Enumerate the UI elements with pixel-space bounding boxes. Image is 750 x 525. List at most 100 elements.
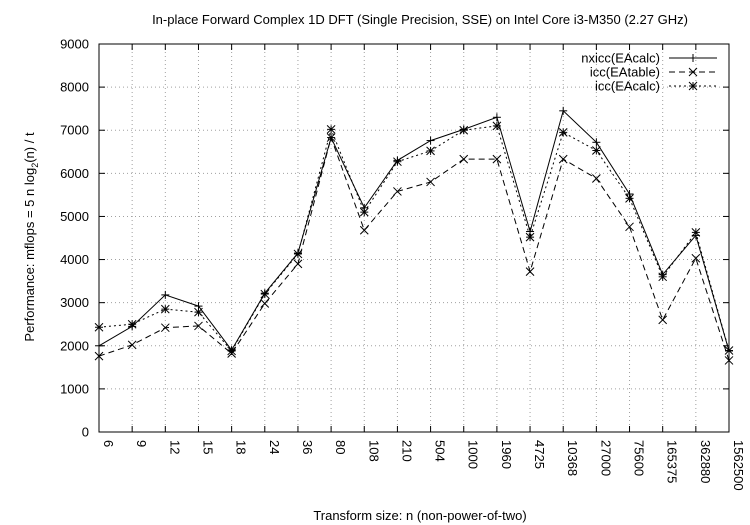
series-2-line [98,135,730,361]
legend: nxicc(EAcalc)icc(EAtable)icc(EAcalc) [581,51,717,94]
legend-swatch-marker-d2 [688,67,698,77]
series-2-point [127,340,137,350]
series-3-point-d2 [525,232,535,242]
series-2-point [160,323,170,333]
series-2-point [293,259,303,269]
legend-label: icc(EAcalc) [595,79,660,94]
series-1-point [592,138,601,147]
plot-series [94,106,734,365]
series-3-point-d2 [459,125,469,135]
series-2-point-d2 [658,315,668,325]
series-3-point-d2 [260,289,270,299]
series-2-point-d2 [592,174,601,183]
legend-swatch-marker [688,81,698,91]
y-tick-label: 5000 [60,209,89,224]
series-2-point [426,177,435,187]
series-2-point [558,154,568,164]
y-tick-label: 7000 [60,123,89,138]
x-tick-label: 165375 [665,440,680,483]
series-2-point [260,299,270,308]
y-tick-label: 2000 [60,338,89,353]
series-3-point-d2 [194,307,203,317]
series-1-line [98,109,730,352]
y-tick-label: 3000 [60,295,89,310]
series-3 [94,121,734,356]
y-axis-label-subscript: 2 [30,163,40,168]
series-2-point-d2 [293,259,303,269]
series-2-point-d2 [459,154,469,164]
x-tick-label: 504 [433,440,448,462]
series-2-point-d2 [525,267,535,276]
x-tick-labels: 6 9 12 15 18 24 36 80 108 210 504 1000 1960 4725 10368… [101,440,746,491]
series-3-point-d2 [326,125,336,134]
x-tick-label: 362880 [698,440,713,483]
series-2-point [393,187,402,196]
series-2-point-d2 [691,253,701,263]
series-2-point-d2 [558,154,568,164]
legend-swatch-marker [688,67,698,77]
series-3-point [558,128,568,137]
x-tick-label: 24 [267,440,282,454]
series-1-point [559,106,568,115]
x-tick-label: 10368 [565,440,580,476]
series-3-point [127,319,137,329]
legend-swatch-marker-d2 [688,81,698,91]
series-2-point [625,222,634,232]
series-3-point [393,157,402,167]
series-1-point [161,290,170,299]
series-2-point [492,154,502,164]
series-2-point-d2 [260,299,270,308]
x-tick-label: 108 [366,440,381,462]
series-2-point-d2 [393,187,402,196]
x-tick-label: 1000 [466,440,481,469]
series-3-point [293,249,303,259]
x-tick-label: 9 [134,440,149,447]
legend-label: icc(EAtable) [590,65,660,80]
y-tick-label: 0 [82,425,89,440]
series-3-point-d2 [558,128,568,137]
series-3-point-d2 [426,146,435,156]
y-tick-label: 9000 [60,37,89,52]
x-tick-label: 27000 [598,440,613,476]
series-2-point-d2 [160,323,170,333]
series-3-point-d2 [592,146,601,155]
y-tick-label: 1000 [60,381,89,396]
series-3-point [459,125,469,135]
series-2-point-d2 [359,225,369,235]
series-2-point [691,253,701,263]
series-2-point [459,154,469,164]
x-tick-label: 6 [101,440,116,447]
y-axis-label-main: Performance: mflops = 5 n log [22,168,37,342]
series-1-point [426,136,435,145]
series-3-point-d2 [492,121,502,131]
x-tick-label: 12 [167,440,182,454]
series-3-point [592,146,601,155]
series-3-point-d2 [293,249,303,259]
series-2-point [525,267,535,276]
x-tick-label: 80 [333,440,348,454]
x-tick-label: 36 [300,440,315,454]
series-2-point [658,315,668,325]
series-1 [95,106,733,355]
series-2-point-d2 [625,222,634,232]
series-3-point [260,289,270,299]
y-tick-label: 6000 [60,166,89,181]
series-3-point [326,125,336,134]
x-tick-label: 210 [399,440,414,462]
legend-swatch-marker [689,54,697,62]
series-3-line [98,125,730,352]
x-tick-label: 1562500 [731,440,746,491]
series-3-point-d2 [691,228,701,237]
legend-label: nxicc(EAcalc) [581,51,660,66]
x-axis-label: Transform size: n (non-power-of-two) [313,508,526,523]
series-2-point [592,174,601,183]
series-3-point-d2 [625,193,634,203]
series-3-point [658,272,668,282]
series-3-point [525,232,535,242]
series-3-point-d2 [359,207,369,217]
series-3-point [625,193,634,203]
series-3-point [160,304,170,314]
x-tick-label: 4725 [532,440,547,469]
series-2-point-d2 [194,321,203,331]
